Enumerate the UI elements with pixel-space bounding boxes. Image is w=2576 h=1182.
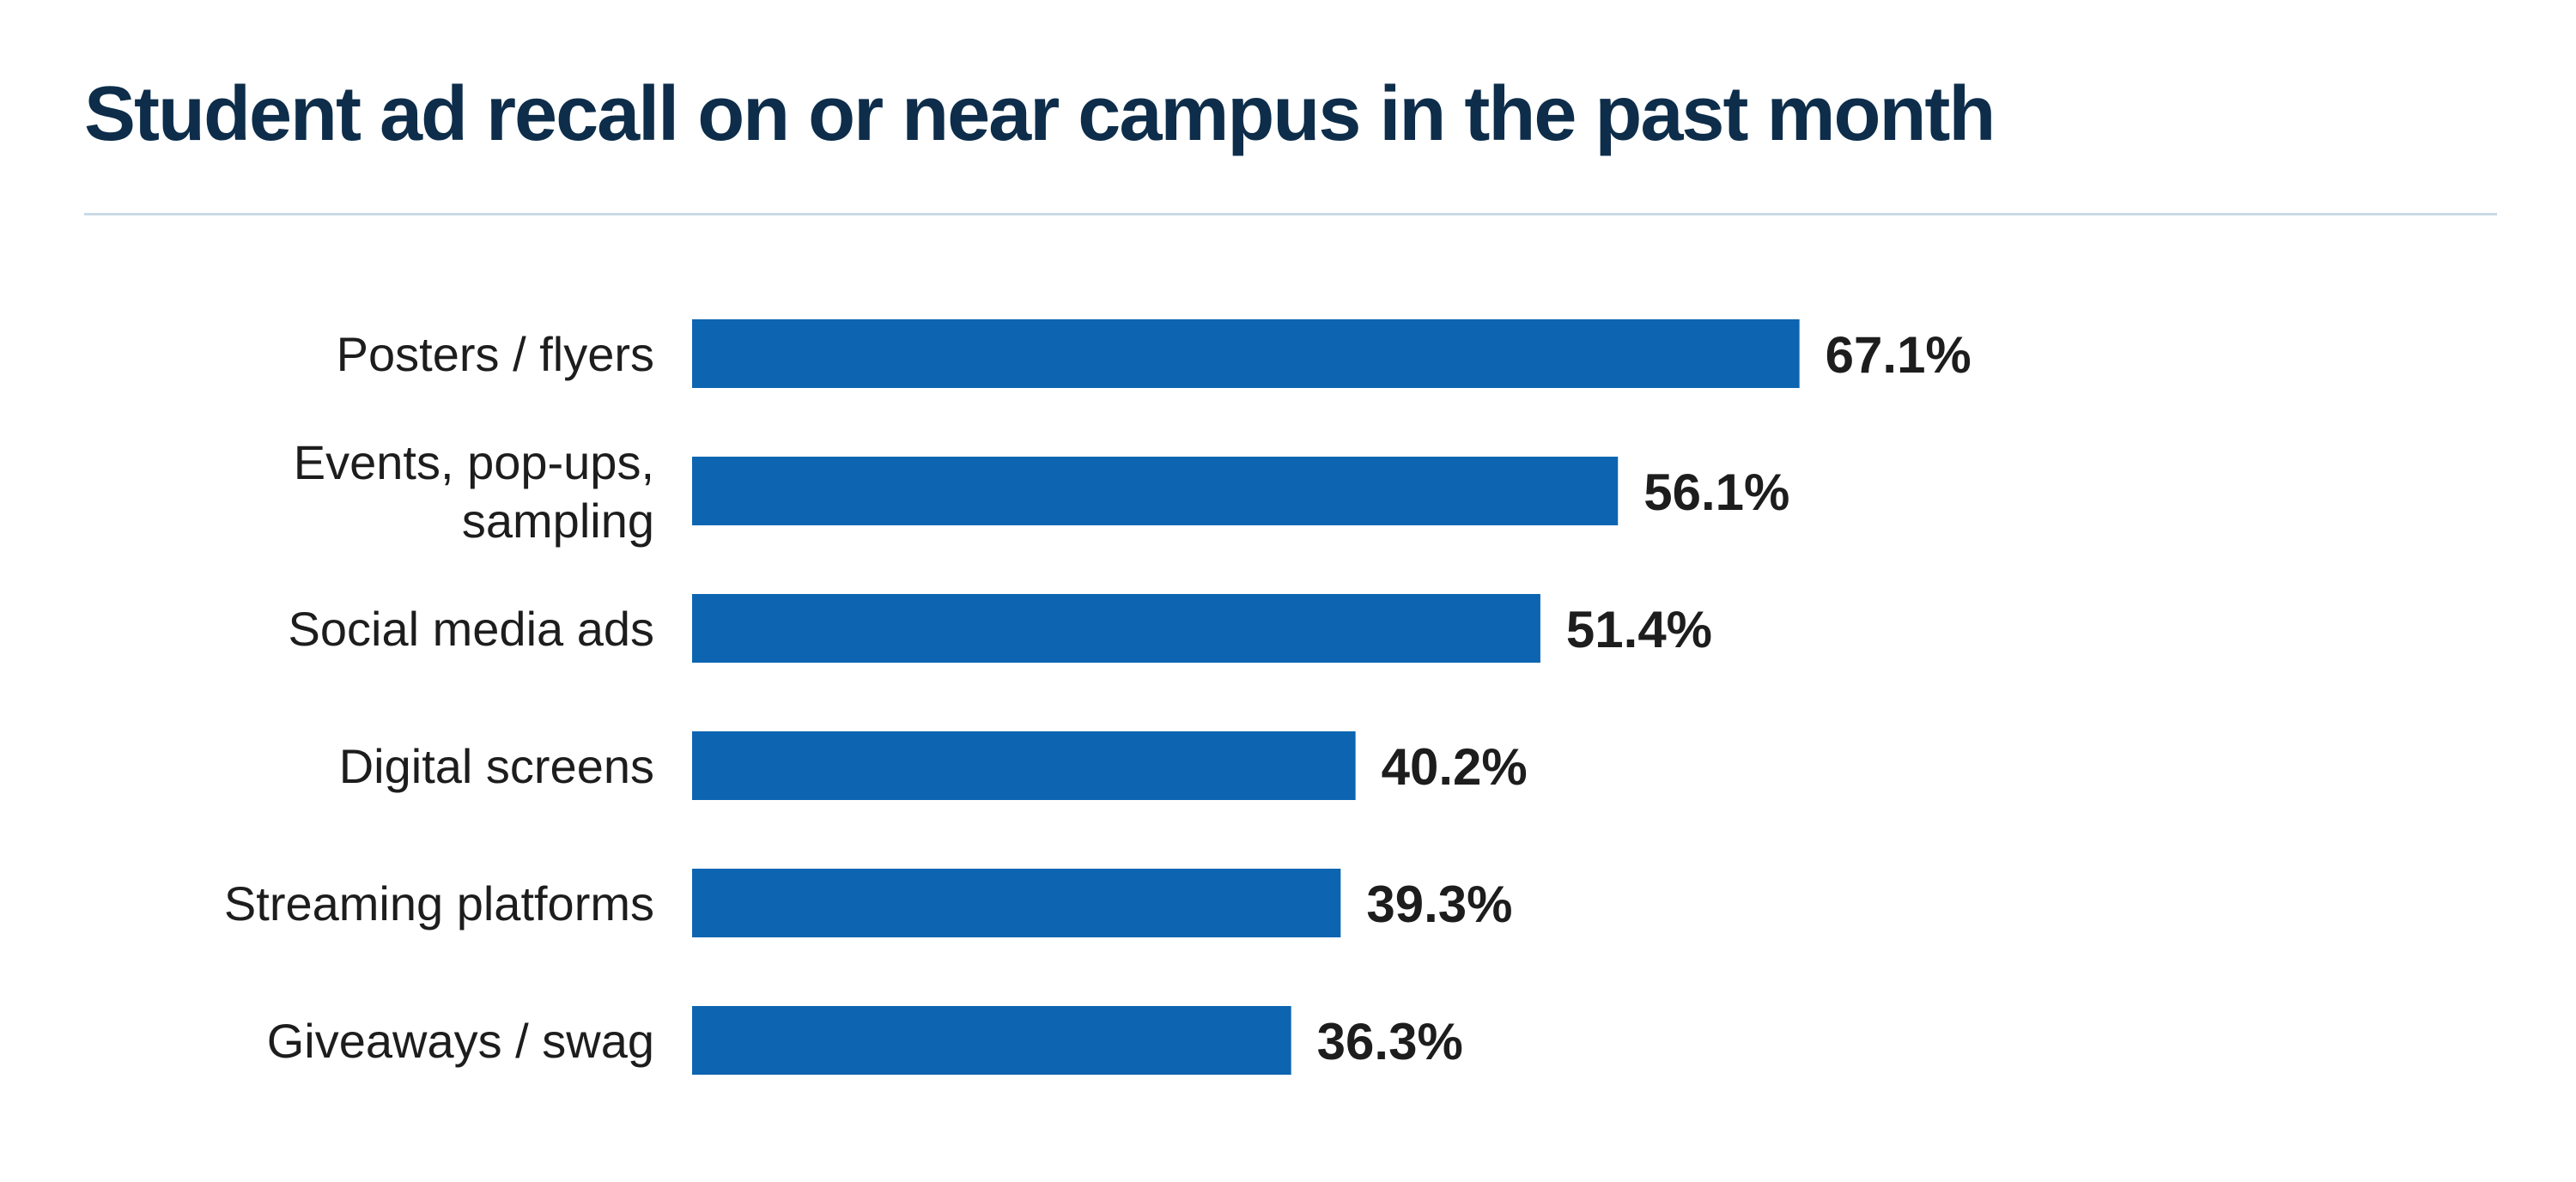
- category-label-1-line-1: sampling: [462, 494, 654, 548]
- category-label-5: Giveaways / swag: [267, 1014, 654, 1068]
- bar-5: [692, 1006, 1291, 1075]
- value-label-5: 36.3%: [1317, 1013, 1463, 1070]
- value-label-1: 56.1%: [1643, 464, 1789, 521]
- category-label-1-line-0: Events, pop-ups,: [294, 435, 654, 489]
- bar-2: [692, 594, 1540, 663]
- value-label-4: 39.3%: [1366, 876, 1512, 933]
- category-label-1: Events, pop-ups, sampling: [294, 435, 654, 548]
- category-labels: Posters / flyers Events, pop-ups, sampling…: [224, 327, 654, 1068]
- value-label-0: 67.1%: [1826, 326, 1971, 384]
- category-label-3: Digital screens: [339, 739, 654, 793]
- bars: [692, 319, 1800, 1075]
- value-label-3: 40.2%: [1382, 738, 1528, 796]
- bar-1: [692, 457, 1619, 525]
- bar-3: [692, 731, 1356, 800]
- category-label-4: Streaming platforms: [224, 876, 654, 930]
- bar-4: [692, 869, 1341, 937]
- title-divider: [84, 213, 2497, 215]
- chart-title: Student ad recall on or near campus in t…: [84, 71, 1996, 157]
- value-label-2: 51.4%: [1566, 601, 1712, 658]
- category-label-2: Social media ads: [289, 602, 654, 656]
- category-label-0: Posters / flyers: [337, 327, 654, 381]
- value-labels: 67.1% 56.1% 51.4% 40.2% 39.3% 36.3%: [1317, 326, 1971, 1070]
- bar-0: [692, 319, 1800, 388]
